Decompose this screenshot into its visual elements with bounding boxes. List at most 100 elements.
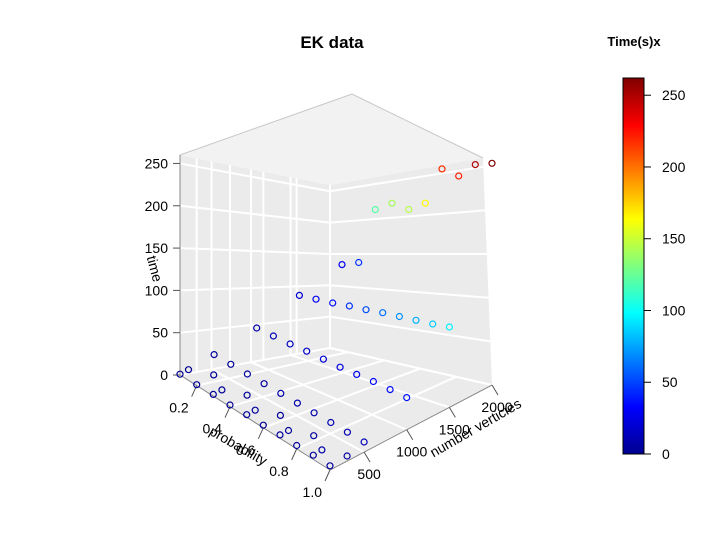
data-point <box>438 165 446 173</box>
data-point <box>284 426 293 435</box>
z-grid-line-left <box>179 247 331 255</box>
colorbar-tick-label: 150 <box>662 231 686 247</box>
x-tick-label: 0.6 <box>236 442 256 458</box>
x-grid-line-floor <box>196 351 349 387</box>
y-tick-label: 500 <box>357 466 381 482</box>
data-point <box>286 340 294 348</box>
x-tick-mark <box>291 448 298 461</box>
data-point <box>445 323 453 331</box>
data-point <box>388 199 396 207</box>
data-point <box>319 355 327 363</box>
data-point <box>253 324 261 332</box>
y-tick-mark <box>448 407 456 418</box>
x-tick-label: 0.4 <box>203 421 223 437</box>
x-axis-label: probability <box>207 423 270 469</box>
back-right-pane <box>330 158 492 385</box>
data-point <box>343 428 351 436</box>
y-grid-line-floor <box>211 368 365 453</box>
data-point <box>471 161 479 169</box>
x-grid-line-floor <box>296 375 457 450</box>
z-tick-label: 150 <box>145 240 169 256</box>
data-point <box>277 389 285 397</box>
data-point <box>210 351 218 359</box>
grid-lines <box>179 158 493 471</box>
data-point <box>310 409 318 417</box>
data-point <box>369 377 377 386</box>
data-point <box>318 446 326 454</box>
z-grid-line-left <box>179 315 331 334</box>
colorbar-tick-label: 100 <box>662 302 686 318</box>
x-axis-line <box>179 374 331 471</box>
data-point <box>269 332 277 340</box>
data-point <box>421 199 429 207</box>
x-tick-mark <box>324 469 331 482</box>
data-point <box>360 438 368 446</box>
data-point <box>293 441 301 450</box>
data-point <box>455 172 463 180</box>
y-tick-label: 1500 <box>439 421 470 437</box>
y-tick-mark <box>406 429 414 440</box>
x-tick-label: 1.0 <box>303 484 323 500</box>
z-tick-label: 250 <box>145 155 169 171</box>
data-point <box>260 380 268 388</box>
data-point <box>193 381 201 389</box>
data-point <box>184 366 193 374</box>
data-point <box>295 291 303 299</box>
z-tick-label: 100 <box>145 282 169 298</box>
data-point <box>336 363 344 371</box>
z-axis-label: time <box>144 254 166 284</box>
colorbar <box>622 77 645 455</box>
data-point <box>403 394 411 402</box>
y-tick-mark <box>491 384 499 396</box>
data-point <box>209 390 217 398</box>
data-point <box>327 418 335 427</box>
z-tick-label: 50 <box>152 325 168 341</box>
colorbar-tick-label: 200 <box>662 159 686 175</box>
data-point <box>226 401 234 409</box>
x-tick-label: 0.2 <box>169 400 189 416</box>
data-points <box>176 159 496 470</box>
y-tick-label: 2000 <box>481 399 512 415</box>
data-point <box>355 258 363 267</box>
data-point <box>303 347 311 355</box>
z-grid-line-left <box>179 204 331 224</box>
colorbar-tick-label: 250 <box>662 87 686 103</box>
data-point <box>429 320 437 328</box>
data-point <box>338 261 346 269</box>
floor-pane <box>180 348 492 470</box>
z-grid-line-right <box>329 315 491 343</box>
data-point <box>176 370 184 378</box>
y-tick-mark <box>363 451 371 463</box>
colorbar-ticks: 0 50 100 150 200 250 <box>644 87 686 462</box>
z-tick-label: 200 <box>145 198 169 214</box>
data-point <box>276 431 284 439</box>
y-axis-line <box>329 384 493 471</box>
z-grid-line-right <box>329 284 489 299</box>
data-point <box>412 316 420 324</box>
data-point <box>210 371 218 379</box>
x-grid-line-floor <box>229 359 385 408</box>
data-point <box>312 295 320 303</box>
y-grid-line-floor <box>250 361 408 431</box>
box-edge-top-left <box>179 93 353 156</box>
colorbar-tick-label: 50 <box>662 374 678 390</box>
z-grid-line-left <box>179 162 331 193</box>
data-point <box>353 370 361 378</box>
colorbar-title: Time(s)x <box>607 34 661 49</box>
x-grid-line-floor <box>262 367 421 429</box>
data-point <box>326 462 334 470</box>
colorbar-tick-label: 0 <box>662 446 670 462</box>
data-point <box>276 411 284 419</box>
y-tick-label: 1000 <box>396 444 427 460</box>
data-point <box>243 391 251 399</box>
z-grid-line-right <box>329 209 486 224</box>
data-point <box>405 205 413 214</box>
data-point <box>243 411 251 419</box>
data-point <box>227 360 235 368</box>
data-point <box>371 206 379 214</box>
data-point <box>362 306 370 314</box>
axis-ticks: 0 50 100 150 200 250 0.2 0.4 0.6 0.8 1.0 500 1000 150… <box>145 155 513 500</box>
x-tick-label: 0.8 <box>269 463 289 479</box>
data-point <box>395 312 403 321</box>
